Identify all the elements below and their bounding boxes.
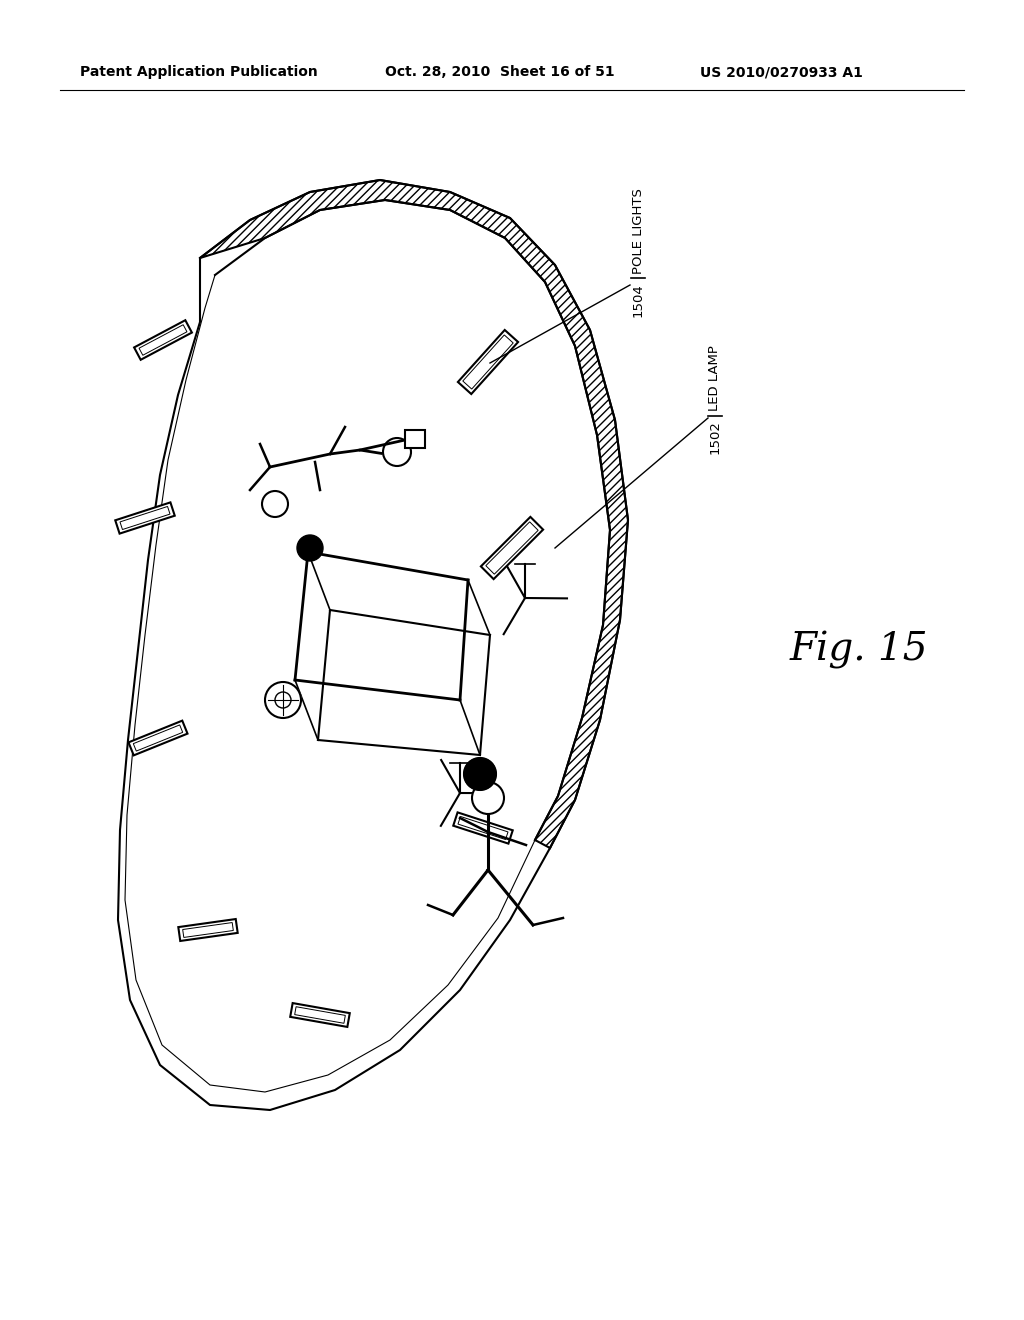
Circle shape <box>472 781 504 814</box>
Text: Fig. 15: Fig. 15 <box>790 631 929 669</box>
Circle shape <box>383 438 411 466</box>
Text: LED LAMP: LED LAMP <box>709 345 722 411</box>
Polygon shape <box>116 503 175 533</box>
Text: Patent Application Publication: Patent Application Publication <box>80 65 317 79</box>
Polygon shape <box>125 201 610 1092</box>
Text: 1504: 1504 <box>632 282 644 317</box>
Text: US 2010/0270933 A1: US 2010/0270933 A1 <box>700 65 863 79</box>
Text: 1502: 1502 <box>709 420 722 454</box>
Polygon shape <box>128 721 187 755</box>
Polygon shape <box>481 517 543 579</box>
Polygon shape <box>406 430 425 447</box>
Circle shape <box>464 758 496 789</box>
Text: Oct. 28, 2010  Sheet 16 of 51: Oct. 28, 2010 Sheet 16 of 51 <box>385 65 614 79</box>
Text: POLE LIGHTS: POLE LIGHTS <box>632 187 644 273</box>
Polygon shape <box>290 1003 350 1027</box>
Polygon shape <box>134 321 191 360</box>
Polygon shape <box>178 919 238 941</box>
Circle shape <box>262 491 288 517</box>
Polygon shape <box>454 812 513 843</box>
Circle shape <box>297 535 323 561</box>
Polygon shape <box>458 330 518 395</box>
Circle shape <box>265 682 301 718</box>
